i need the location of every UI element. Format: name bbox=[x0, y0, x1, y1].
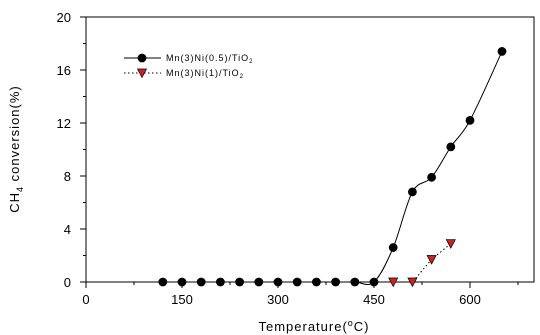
y-tick-label: 16 bbox=[57, 63, 71, 78]
series-1-point bbox=[350, 277, 360, 287]
series-1-point bbox=[273, 277, 283, 287]
series-1-point bbox=[311, 277, 321, 287]
y-tick-label: 8 bbox=[64, 169, 71, 184]
legend-label-1: Mn(3)Ni(0.5)/TiO2 bbox=[166, 53, 254, 65]
legend-marker-2 bbox=[136, 68, 148, 79]
y-axis-label: CH4 conversion(%) bbox=[7, 85, 25, 213]
series-2-line bbox=[393, 243, 452, 283]
series-1-line bbox=[162, 51, 503, 286]
axis-ticks: 0 150 300 450 600 0 4 8 12 16 20 bbox=[57, 10, 519, 307]
plot-axes bbox=[85, 16, 535, 283]
y-tick-label: 20 bbox=[57, 10, 71, 25]
y-tick-label: 0 bbox=[64, 275, 71, 290]
x-tick-label: 150 bbox=[171, 292, 193, 307]
series-1-point bbox=[407, 187, 417, 197]
y-tick-label: 12 bbox=[57, 116, 71, 131]
series-1-point bbox=[235, 277, 245, 287]
series-1-point bbox=[465, 115, 475, 125]
series-1-point bbox=[158, 277, 168, 287]
series-1-point bbox=[292, 277, 302, 287]
series-1-point bbox=[388, 243, 398, 252]
x-tick-label: 600 bbox=[459, 292, 481, 307]
series-1-point bbox=[215, 277, 225, 287]
y-tick-label: 4 bbox=[64, 222, 71, 237]
series-2-point bbox=[407, 277, 418, 288]
series-2-point bbox=[388, 277, 399, 288]
series-1-point bbox=[446, 142, 456, 152]
legend: Mn(3)Ni(0.5)/TiO2 Mn(3)Ni(1)/TiO2 bbox=[124, 53, 254, 80]
data-series bbox=[158, 47, 507, 288]
x-tick-label: 450 bbox=[363, 292, 385, 307]
series-1-point bbox=[177, 277, 187, 287]
x-tick-label: 0 bbox=[82, 292, 89, 307]
series-2-point bbox=[426, 255, 437, 265]
x-axis-label: Temperature(oC) bbox=[258, 318, 369, 334]
legend-marker-1 bbox=[137, 53, 147, 63]
series-1-point bbox=[254, 277, 264, 287]
legend-label-2: Mn(3)Ni(1)/TiO2 bbox=[166, 68, 244, 80]
series-1-point bbox=[497, 47, 507, 56]
series-1-point bbox=[369, 277, 379, 287]
plot-frame bbox=[85, 16, 535, 283]
x-tick-label: 300 bbox=[267, 292, 289, 307]
series-1-point bbox=[331, 277, 341, 287]
series-2-point bbox=[445, 239, 456, 249]
series-1-point bbox=[196, 277, 206, 287]
series-1-point bbox=[427, 172, 437, 182]
